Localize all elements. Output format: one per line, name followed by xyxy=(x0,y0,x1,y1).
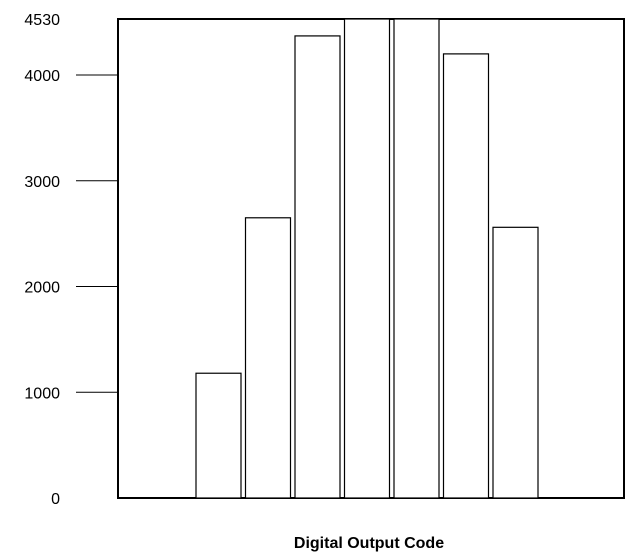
bar xyxy=(442,53,490,499)
y-tick-label: 4000 xyxy=(24,68,60,85)
y-tick-label: 4530 xyxy=(24,12,60,29)
x-axis-label: Digital Output Code xyxy=(294,535,444,552)
bar xyxy=(244,217,292,499)
bar xyxy=(492,226,539,499)
y-tick-label: 1000 xyxy=(24,385,60,402)
y-tick-label: 0 xyxy=(51,491,60,508)
bar xyxy=(294,35,341,499)
bar xyxy=(195,372,242,499)
y-tick-label: 3000 xyxy=(24,174,60,191)
y-axis: 0 1000 2000 3000 4000 4530 xyxy=(24,12,118,508)
bar xyxy=(393,18,440,499)
bars xyxy=(195,18,539,499)
bar xyxy=(343,18,391,499)
y-tick-label: 2000 xyxy=(24,280,60,297)
